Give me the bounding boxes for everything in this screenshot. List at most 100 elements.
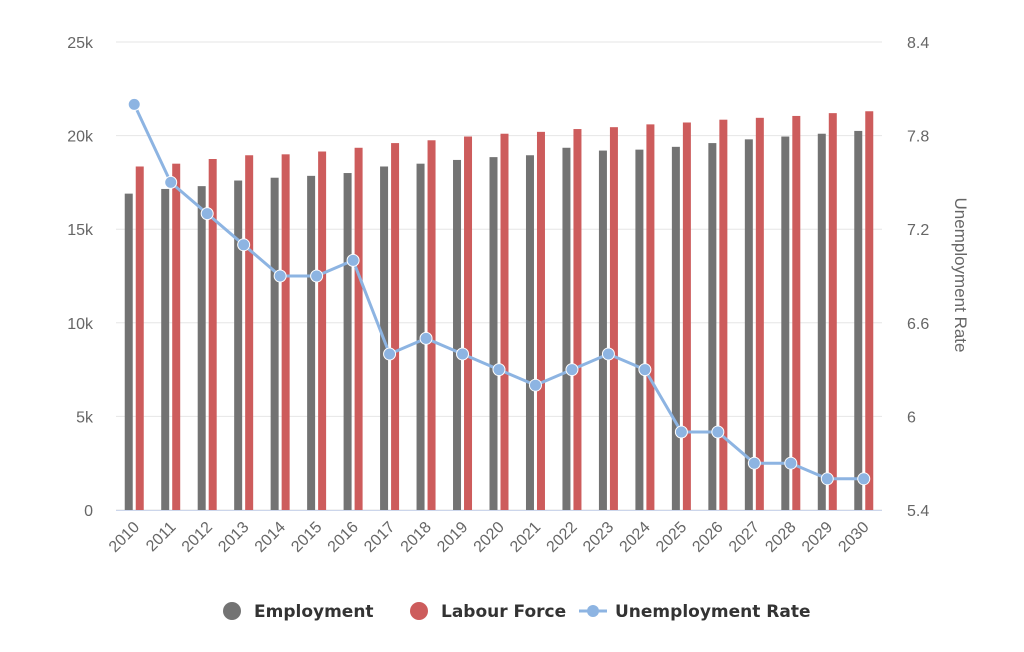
x-tick-label: 2011 <box>143 519 179 555</box>
line-point <box>127 97 141 111</box>
right-y-tick-label: 6 <box>907 409 916 426</box>
line-point <box>383 347 397 361</box>
bar <box>781 136 790 510</box>
x-tick-label: 2018 <box>398 519 435 556</box>
bar <box>828 113 837 511</box>
legend-item[interactable]: Employment <box>223 602 374 622</box>
bar <box>744 139 753 510</box>
x-tick-label: 2030 <box>835 519 872 556</box>
bar <box>489 157 498 511</box>
line-point <box>601 347 615 361</box>
left-y-tick-label: 10k <box>67 316 94 333</box>
bar <box>307 175 316 510</box>
legend-label: Employment <box>254 602 374 622</box>
x-tick-label: 2015 <box>288 519 325 556</box>
bar <box>391 143 400 510</box>
x-tick-label: 2024 <box>617 519 654 556</box>
line-point <box>528 378 542 392</box>
left-y-tick-label: 5k <box>76 409 94 426</box>
line-point <box>638 363 652 377</box>
bar <box>573 129 582 510</box>
right-y-axis: 5.4 6 6.6 7.2 7.8 8.4 <box>907 35 929 520</box>
bar <box>270 177 279 510</box>
bar <box>609 127 618 511</box>
x-tick-label: 2021 <box>507 519 544 556</box>
bar <box>135 166 144 510</box>
x-tick-label: 2025 <box>653 519 690 556</box>
bar <box>865 111 874 510</box>
legend: Employment Labour Force Unemployment Rate <box>223 602 811 622</box>
bar-series <box>124 111 874 511</box>
legend-item[interactable]: Labour Force <box>410 602 566 622</box>
right-y-tick-label: 8.4 <box>907 35 929 52</box>
left-y-tick-label: 0 <box>84 503 93 520</box>
x-tick-label: 2012 <box>179 519 216 556</box>
right-y-tick-label: 6.6 <box>907 316 929 333</box>
bar <box>755 117 764 510</box>
x-tick-label: 2026 <box>689 519 726 556</box>
line-point <box>346 253 360 267</box>
legend-label: Unemployment Rate <box>615 602 811 622</box>
bar <box>792 115 801 510</box>
line-point <box>820 472 834 486</box>
bar <box>318 151 327 510</box>
bar <box>708 143 717 510</box>
line-point <box>200 207 214 221</box>
bar <box>208 159 217 510</box>
legend-marker <box>223 602 241 620</box>
bar <box>124 193 133 510</box>
line-point <box>565 363 579 377</box>
left-y-tick-label: 25k <box>67 35 94 52</box>
x-tick-label: 2014 <box>252 519 289 556</box>
bar <box>854 130 863 511</box>
line-point <box>711 425 725 439</box>
x-tick-label: 2027 <box>726 519 763 556</box>
bar-series-employment <box>124 130 863 511</box>
bar <box>562 147 571 510</box>
bar <box>234 180 243 510</box>
right-y-tick-label: 7.8 <box>907 129 929 146</box>
legend-label: Labour Force <box>441 602 566 622</box>
x-tick-label: 2019 <box>434 519 471 556</box>
bar <box>281 154 290 510</box>
x-tick-label: 2022 <box>544 519 581 556</box>
x-tick-label: 2029 <box>799 519 836 556</box>
bar <box>354 147 363 510</box>
bar <box>197 186 206 511</box>
line-point <box>456 347 470 361</box>
bar <box>719 119 728 511</box>
x-tick-label: 2020 <box>471 519 508 556</box>
bar <box>161 188 170 510</box>
line-point <box>164 175 178 189</box>
x-tick-label: 2016 <box>325 519 362 556</box>
bar-series-labour-force <box>135 111 874 511</box>
bar <box>646 124 655 511</box>
line-point <box>784 456 798 470</box>
line-point <box>310 269 324 283</box>
bar <box>172 163 181 510</box>
line-point <box>419 331 433 345</box>
line-point <box>273 269 287 283</box>
bar <box>817 133 826 510</box>
bar <box>245 155 254 511</box>
line-point <box>492 363 506 377</box>
left-y-axis: 0 5k 10k 15k 20k 25k <box>67 35 94 520</box>
x-tick-label: 2013 <box>215 519 252 556</box>
bar <box>464 136 473 510</box>
bar <box>343 173 352 511</box>
line-point <box>747 456 761 470</box>
x-tick-label: 2028 <box>762 519 799 556</box>
right-y-axis-title: Unemployment Rate <box>951 198 970 353</box>
gridlines <box>116 41 882 511</box>
x-tick-label: 2010 <box>106 519 143 556</box>
bar <box>671 146 680 510</box>
legend-item[interactable]: Unemployment Rate <box>579 602 811 622</box>
line-series <box>127 97 871 486</box>
unemployment-rate-line <box>132 103 864 481</box>
right-y-tick-label: 5.4 <box>907 503 929 520</box>
right-y-tick-label: 7.2 <box>907 222 929 239</box>
bar <box>453 159 462 510</box>
line-point <box>674 425 688 439</box>
line-point <box>857 472 871 486</box>
